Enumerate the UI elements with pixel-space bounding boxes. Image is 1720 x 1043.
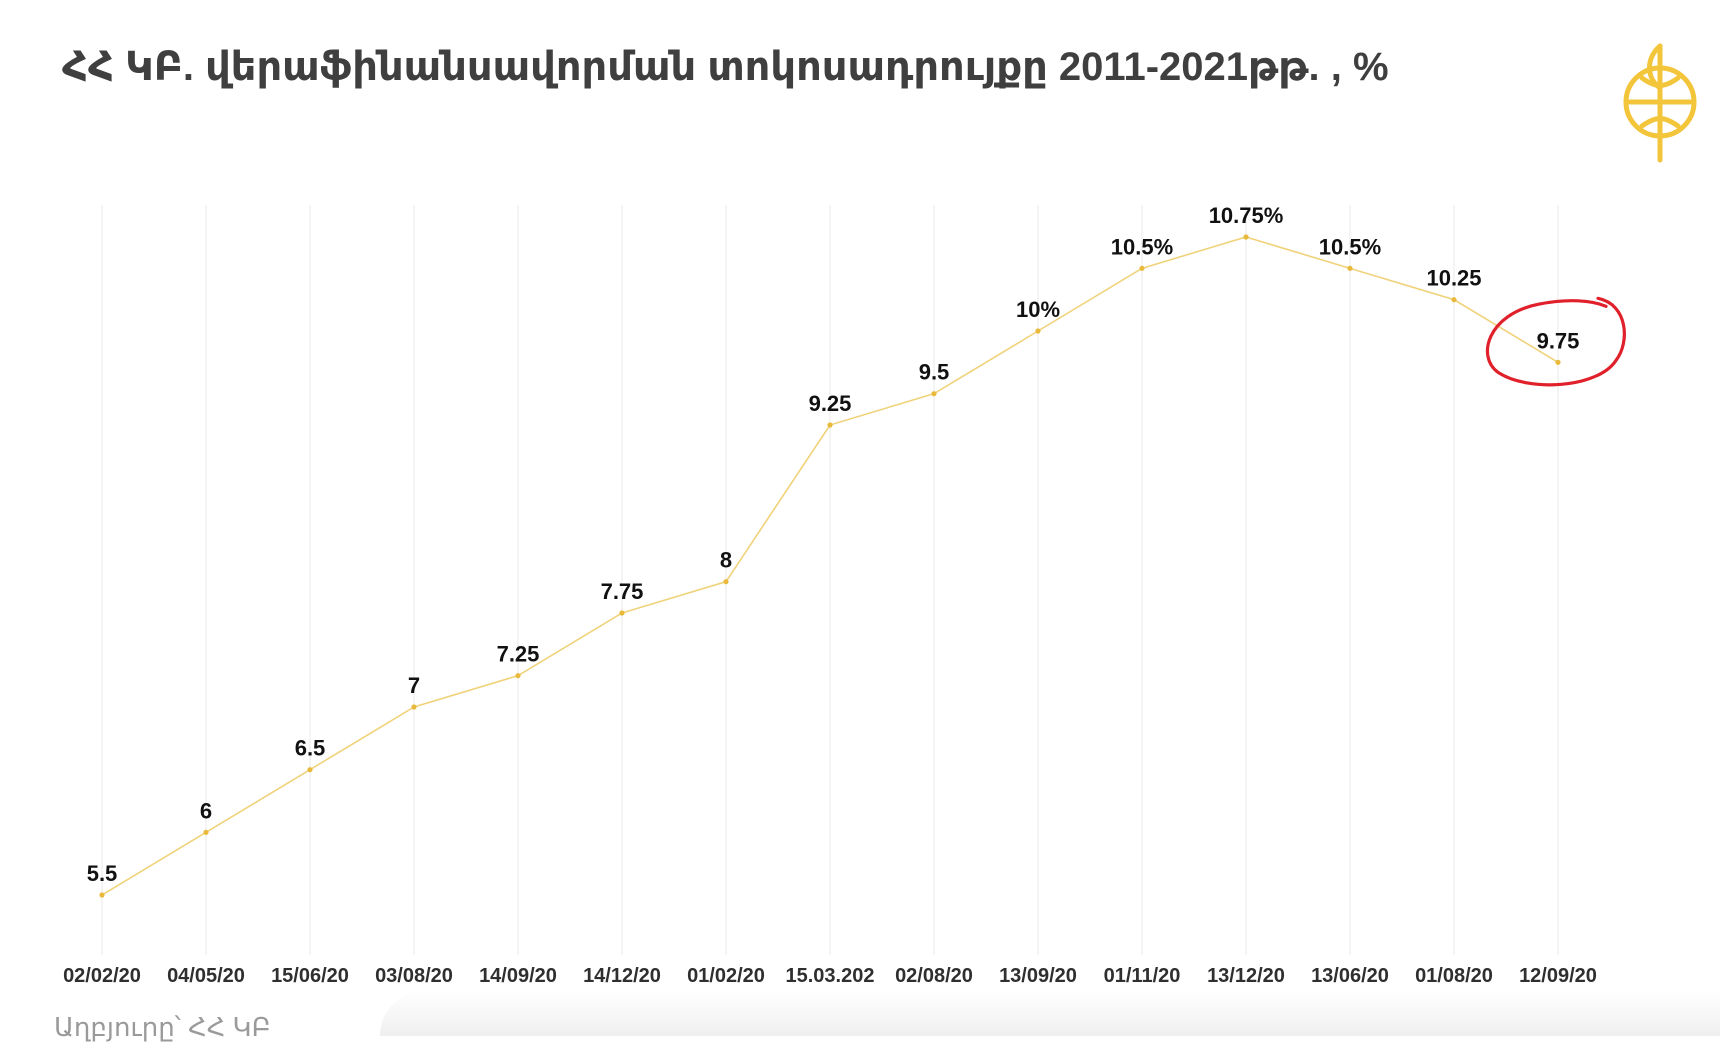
data-point-1 bbox=[203, 829, 209, 835]
data-label-3: 7 bbox=[408, 673, 420, 698]
data-point-0 bbox=[99, 892, 105, 898]
data-point-3 bbox=[411, 704, 417, 710]
x-tick-label-8: 02/08/20 bbox=[895, 965, 973, 987]
x-tick-label-1: 04/05/20 bbox=[167, 965, 245, 987]
data-label-5: 7.75 bbox=[601, 579, 644, 604]
x-tick-label-7: 15.03.202 bbox=[786, 965, 875, 987]
data-point-14 bbox=[1555, 359, 1561, 365]
data-point-8 bbox=[931, 391, 937, 397]
x-tick-label-6: 01/02/20 bbox=[687, 965, 765, 987]
logo-icon bbox=[1623, 43, 1697, 163]
x-tick-label-9: 13/09/20 bbox=[999, 965, 1077, 987]
data-point-6 bbox=[723, 579, 729, 585]
data-label-13: 10.25 bbox=[1426, 266, 1481, 291]
data-label-11: 10.75% bbox=[1209, 203, 1284, 228]
x-tick-label-10: 01/11/20 bbox=[1104, 965, 1181, 987]
data-point-7 bbox=[827, 422, 833, 428]
chart-title: ՀՀ ԿԲ. վերաֆինանսավորման տոկոսադրույքը 2… bbox=[62, 45, 1389, 89]
x-tick-label-5: 14/12/20 bbox=[583, 965, 661, 987]
data-point-4 bbox=[515, 673, 521, 679]
bottom-shade bbox=[380, 990, 1720, 1036]
data-label-8: 9.5 bbox=[919, 360, 950, 385]
highlight-circle bbox=[1485, 296, 1626, 387]
data-point-5 bbox=[619, 610, 625, 616]
x-tick-label-2: 15/06/20 bbox=[271, 965, 349, 987]
source-note: Աղբյուրը՝ ՀՀ ԿԲ bbox=[54, 1012, 271, 1042]
x-tick-label-11: 13/12/20 bbox=[1207, 965, 1285, 987]
data-label-12: 10.5% bbox=[1319, 234, 1381, 259]
data-label-0: 5.5 bbox=[87, 861, 118, 886]
data-label-4: 7.25 bbox=[497, 642, 540, 667]
line-chart: 5.5 02/02/20 6 04/05/20 6.5 15/06/20 7 03/08/20… bbox=[63, 203, 1626, 987]
x-tick-label-14: 12/09/20 bbox=[1519, 965, 1597, 987]
data-point-9 bbox=[1035, 328, 1041, 334]
data-point-11 bbox=[1243, 234, 1249, 240]
data-label-7: 9.25 bbox=[809, 391, 852, 416]
data-label-6: 8 bbox=[720, 548, 732, 573]
data-point-10 bbox=[1139, 265, 1145, 271]
data-point-2 bbox=[307, 767, 313, 773]
x-tick-label-4: 14/09/20 bbox=[479, 965, 557, 987]
data-label-10: 10.5% bbox=[1111, 234, 1173, 259]
data-label-14: 9.75 bbox=[1537, 328, 1580, 353]
data-point-13 bbox=[1451, 297, 1457, 303]
data-label-9: 10% bbox=[1016, 297, 1060, 322]
data-point-12 bbox=[1347, 265, 1353, 271]
x-tick-label-13: 01/08/20 bbox=[1415, 965, 1493, 987]
data-label-2: 6.5 bbox=[295, 736, 326, 761]
x-tick-label-3: 03/08/20 bbox=[375, 965, 453, 987]
x-tick-label-0: 02/02/20 bbox=[63, 965, 141, 987]
x-tick-label-12: 13/06/20 bbox=[1311, 965, 1389, 987]
data-label-1: 6 bbox=[200, 798, 212, 823]
